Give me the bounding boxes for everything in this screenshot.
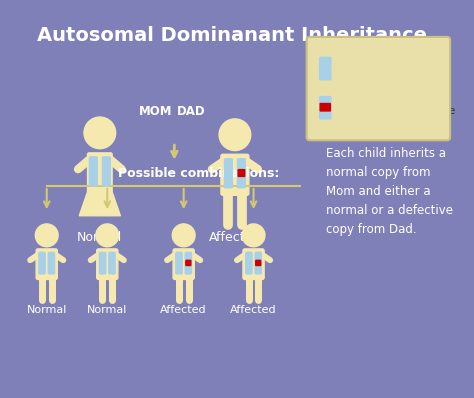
Text: Normal: Normal <box>27 305 67 315</box>
FancyBboxPatch shape <box>185 252 191 274</box>
FancyBboxPatch shape <box>36 249 57 279</box>
FancyBboxPatch shape <box>48 252 55 274</box>
FancyBboxPatch shape <box>255 252 261 274</box>
Text: Normal: Normal <box>87 305 128 315</box>
FancyBboxPatch shape <box>102 157 110 186</box>
FancyBboxPatch shape <box>90 157 97 186</box>
FancyBboxPatch shape <box>243 249 264 279</box>
FancyBboxPatch shape <box>88 153 112 193</box>
FancyBboxPatch shape <box>176 252 182 274</box>
FancyBboxPatch shape <box>319 97 331 119</box>
Circle shape <box>242 224 265 247</box>
FancyBboxPatch shape <box>39 252 45 274</box>
Text: Normal: Normal <box>77 231 122 244</box>
FancyBboxPatch shape <box>307 37 450 140</box>
Circle shape <box>219 119 251 150</box>
FancyBboxPatch shape <box>173 249 194 279</box>
Polygon shape <box>79 188 120 216</box>
FancyBboxPatch shape <box>225 159 232 188</box>
Text: DAD: DAD <box>177 105 205 118</box>
FancyBboxPatch shape <box>100 252 106 274</box>
FancyBboxPatch shape <box>109 252 115 274</box>
FancyBboxPatch shape <box>97 249 118 279</box>
FancyBboxPatch shape <box>186 260 191 265</box>
Circle shape <box>172 224 195 247</box>
FancyBboxPatch shape <box>256 260 261 265</box>
Text: Chromosome with
defective copy of gene: Chromosome with defective copy of gene <box>336 94 455 116</box>
FancyBboxPatch shape <box>221 154 249 195</box>
Text: Affected: Affected <box>209 231 261 244</box>
Text: Chromosome with
normal copy of gene: Chromosome with normal copy of gene <box>336 55 443 76</box>
Text: MOM: MOM <box>139 105 173 118</box>
FancyBboxPatch shape <box>319 57 331 80</box>
Circle shape <box>84 117 116 149</box>
FancyBboxPatch shape <box>237 159 246 188</box>
Text: Possible combinations:: Possible combinations: <box>118 167 280 180</box>
Text: Each child inherits a
normal copy from
Mom and either a
normal or a defective
co: Each child inherits a normal copy from M… <box>326 147 453 236</box>
Text: Autosomal Dominanant Inheritance: Autosomal Dominanant Inheritance <box>37 26 427 45</box>
Text: Affected: Affected <box>230 305 277 315</box>
FancyBboxPatch shape <box>320 103 330 111</box>
FancyBboxPatch shape <box>238 170 245 176</box>
Circle shape <box>96 224 118 247</box>
Text: Affected: Affected <box>160 305 207 315</box>
Circle shape <box>36 224 58 247</box>
FancyBboxPatch shape <box>246 252 252 274</box>
